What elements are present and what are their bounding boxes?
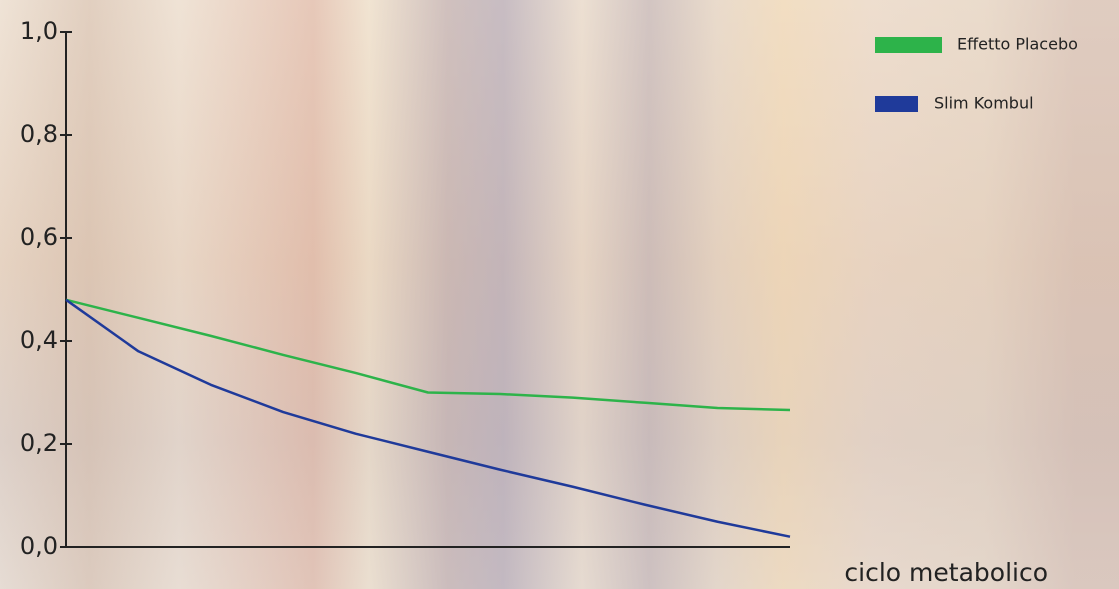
legend-label: Effetto Placebo: [957, 35, 1078, 54]
chart: ciclo metabolico 0,0 0,2 0,4 0,6 0,8 1,0 Effet…: [0, 0, 1119, 589]
legend-swatch: [875, 96, 918, 112]
series-line: [66, 300, 790, 410]
legend-swatch: [875, 37, 942, 53]
y-tick-label: 0,4: [20, 326, 58, 354]
legend-label: Slim Kombul: [934, 94, 1034, 113]
series-line: [66, 300, 790, 537]
y-tick-label: 0,6: [20, 223, 58, 251]
y-tick-label: 0,0: [20, 532, 58, 560]
y-tick-label: 0,8: [20, 120, 58, 148]
y-tick-label: 1,0: [20, 17, 58, 45]
x-axis-label: ciclo metabolico: [844, 558, 1048, 587]
stage: ciclo metabolico 0,0 0,2 0,4 0,6 0,8 1,0 Effet…: [0, 0, 1119, 589]
y-tick-label: 0,2: [20, 429, 58, 457]
